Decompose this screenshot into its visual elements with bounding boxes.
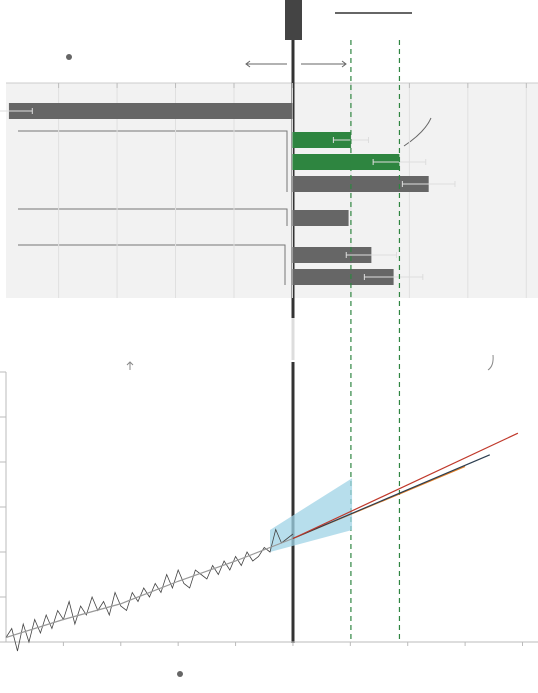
- group-brackets: [18, 130, 288, 285]
- annotation-arrow: [487, 354, 494, 371]
- bar: [8, 103, 293, 119]
- bar: [292, 176, 429, 192]
- bar: [292, 269, 394, 285]
- annotation-arrow: [403, 117, 432, 147]
- bar: [292, 247, 372, 263]
- series-line: [292, 454, 491, 540]
- bar: [292, 210, 349, 226]
- bar: [292, 132, 351, 148]
- bar: [292, 154, 400, 170]
- error-bar: [345, 252, 398, 258]
- annotation-arrow: [126, 361, 134, 370]
- error-bar: [363, 274, 424, 280]
- error-bar: [401, 181, 456, 187]
- series-line: [5, 537, 294, 639]
- error-bar: [0, 108, 33, 114]
- header-block: [285, 0, 302, 40]
- series-line: [5, 528, 294, 652]
- icons: [66, 54, 183, 677]
- uncertainty-band: [269, 478, 353, 552]
- direction-arrows: [245, 60, 347, 68]
- series-line: [292, 432, 519, 540]
